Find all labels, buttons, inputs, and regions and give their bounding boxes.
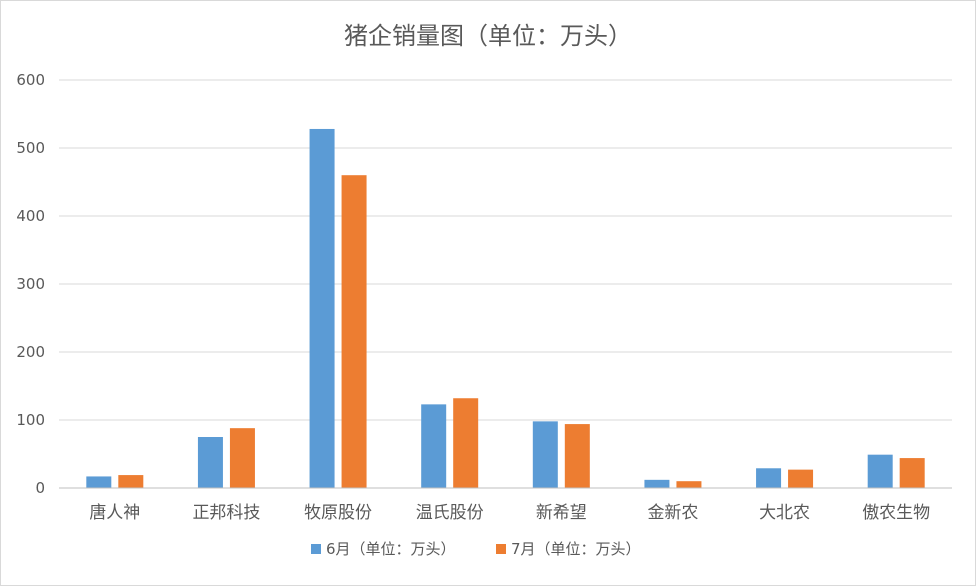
x-axis-categories: 唐人神 正邦科技 牧原股份 温氏股份 新希望 金新农 大北农 傲农生物 [89,502,930,523]
bar-july [453,398,479,488]
legend: 6月（单位：万头） 7月（单位：万头） [311,540,641,558]
y-tick-label: 100 [16,411,45,429]
bar-june [867,454,893,488]
x-category-label: 金新农 [647,503,698,523]
y-axis-ticks: 0 100 200 300 400 500 600 [16,71,45,497]
x-category-label: 唐人神 [89,502,140,523]
bar-july [788,469,814,488]
chart-title: 猪企销量图（单位：万头） [344,22,632,50]
x-category-label: 傲农生物 [862,503,930,523]
x-category-label: 温氏股份 [416,503,484,523]
bar-july [899,458,925,488]
bar-july [564,424,590,488]
bar-june [756,468,782,488]
y-tick-label: 300 [16,275,45,293]
x-category-label: 牧原股份 [304,503,372,523]
y-tick-label: 600 [16,71,45,89]
y-tick-label: 400 [16,207,45,225]
x-category-label: 新希望 [536,503,587,523]
bar-july [229,428,255,488]
bars [86,128,925,488]
legend-label: 6月（单位：万头） [326,540,456,558]
bar-june [309,128,335,488]
y-tick-label: 500 [16,139,45,157]
x-category-label: 正邦科技 [192,503,260,523]
bar-june [532,421,558,488]
bar-july [118,475,144,488]
legend-label: 7月（单位：万头） [511,540,641,558]
y-tick-label: 0 [35,479,45,497]
bar-june [86,476,112,488]
y-tick-label: 200 [16,343,45,361]
legend-swatch [311,544,321,554]
bar-june [197,437,223,488]
gridlines [59,79,952,421]
x-category-label: 大北农 [759,503,810,523]
bar-july [341,175,367,488]
bar-june [421,404,447,488]
bar-july [676,481,702,488]
legend-swatch [496,544,506,554]
bar-june [644,479,670,488]
